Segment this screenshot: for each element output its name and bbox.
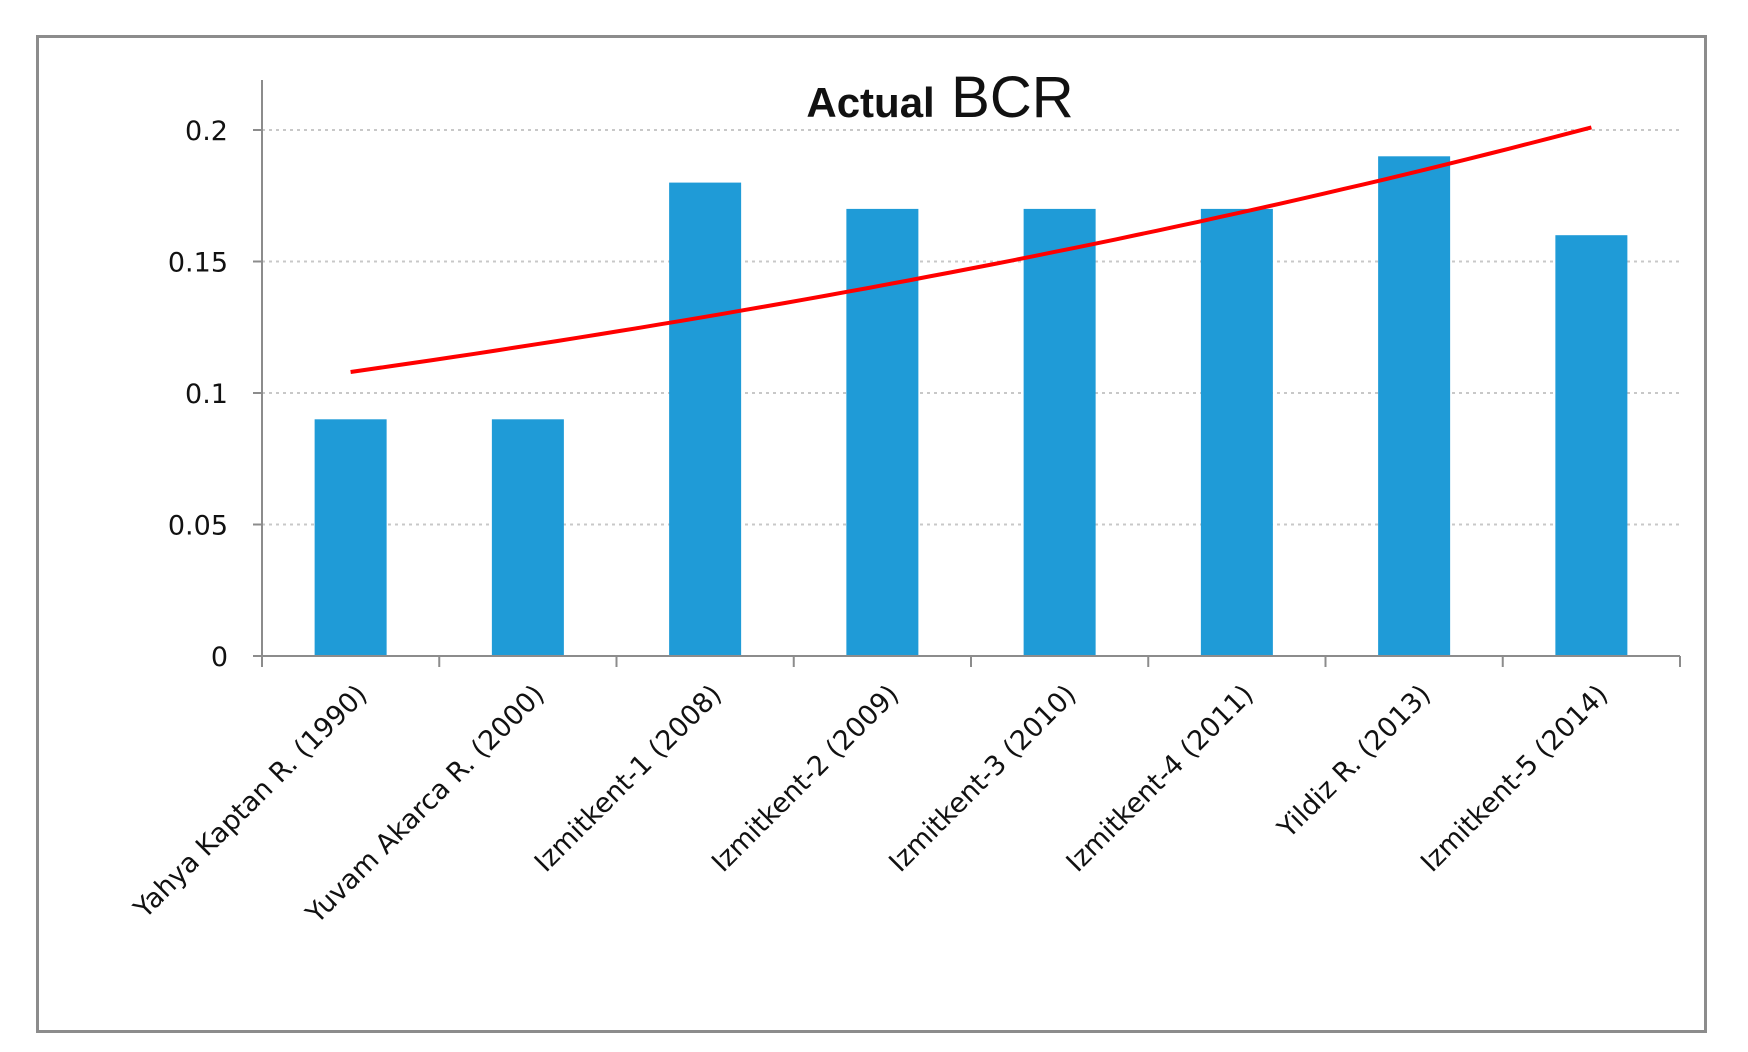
x-category-label: Yildiz R. (2013) [1271,679,1437,845]
chart-title-part1: Actual [806,79,934,126]
bar [1555,235,1628,656]
trendline [350,125,1592,374]
bar [1023,208,1096,656]
trendline-path [350,125,1592,374]
x-category-label: Izmitkent-4 (2011) [1061,679,1260,878]
x-category-label: Izmitkent-3 (2010) [883,679,1082,878]
x-category-label: Izmitkent-1 (2008) [529,679,728,878]
bar [491,419,564,656]
bar [1200,208,1273,656]
bar [1378,156,1451,657]
y-tick-label: 0 [211,642,228,673]
y-tick-label: 0.05 [168,511,228,542]
bar [314,419,387,656]
chart-title-part2: BCR [951,65,1073,130]
chart-title: Actual BCR [806,65,1073,130]
bar [669,182,742,656]
gridlines [262,129,1680,526]
axes [253,80,1681,667]
bars [314,156,1628,657]
x-category-label: Izmitkent-2 (2009) [706,679,905,878]
y-tick-label: 0.2 [185,116,228,147]
y-tick-label: 0.1 [185,379,228,410]
x-category-label: Izmitkent-5 (2014) [1415,679,1614,878]
y-tick-label: 0.15 [168,248,228,279]
bar [846,208,919,656]
